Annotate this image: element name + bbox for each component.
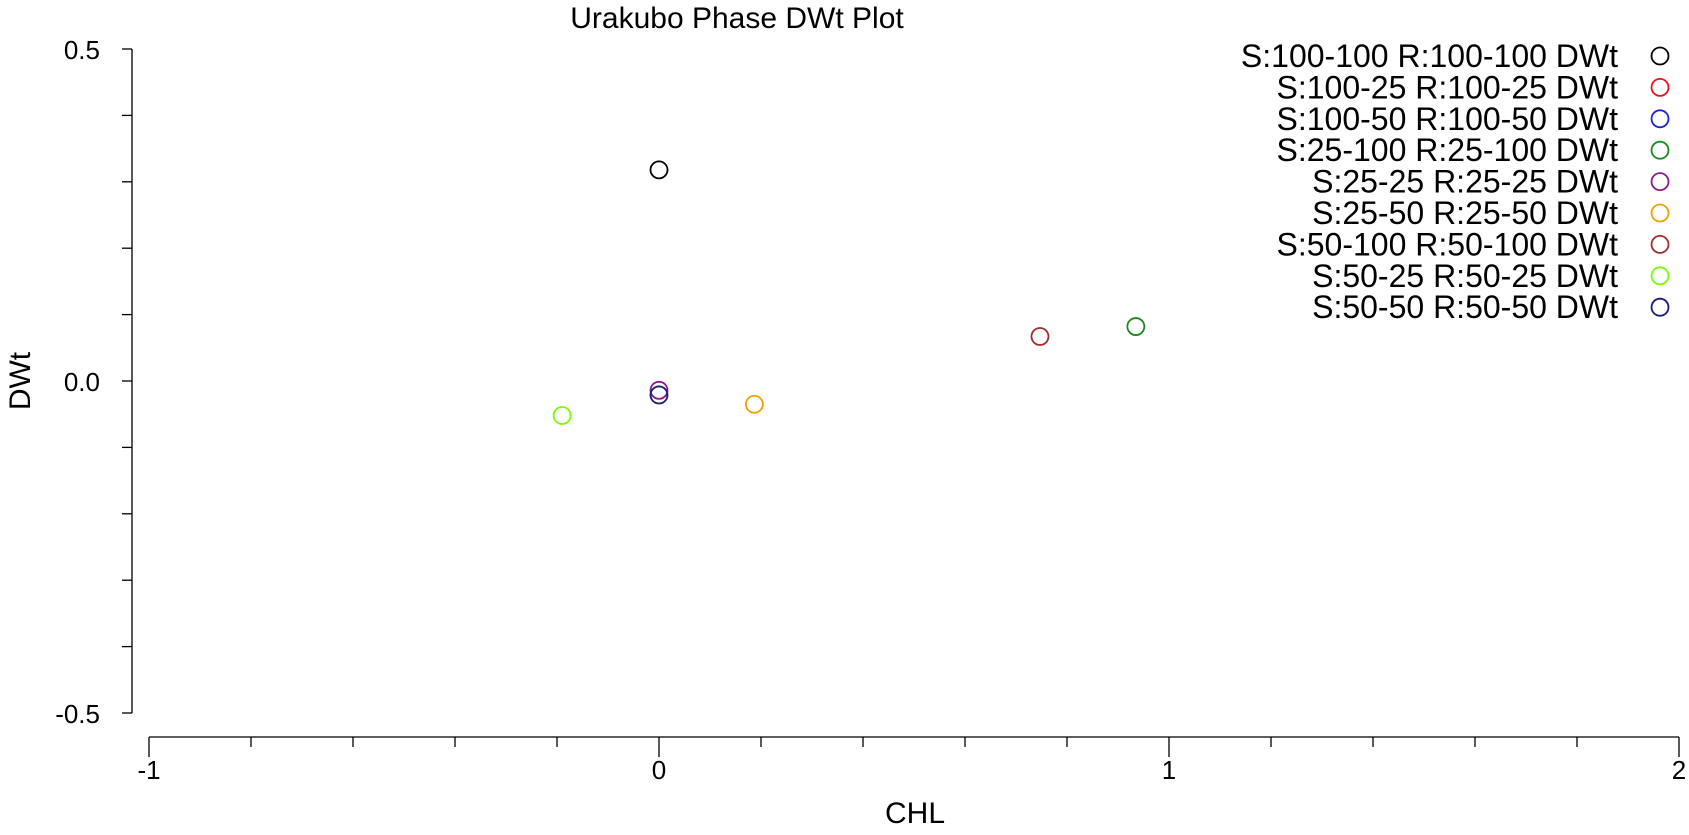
y-tick-label: 0.5 xyxy=(64,35,100,65)
legend-label: S:25-100 R:25-100 DWt xyxy=(1277,132,1619,168)
legend-item: S:25-50 R:25-50 DWt xyxy=(1312,195,1670,231)
data-point xyxy=(649,160,669,180)
legend-label: S:100-25 R:100-25 DWt xyxy=(1277,69,1619,105)
legend-marker xyxy=(1650,140,1670,160)
x-tick-label: 2 xyxy=(1672,755,1686,785)
legend-item: S:50-100 R:50-100 DWt xyxy=(1277,226,1670,262)
x-tick-label: 1 xyxy=(1162,755,1176,785)
legend-item: S:100-100 R:100-100 DWt xyxy=(1241,38,1670,74)
x-axis-label: CHL xyxy=(885,797,945,830)
x-tick-label: -1 xyxy=(137,755,160,785)
legend-marker xyxy=(1650,172,1670,192)
y-axis-label: DWt xyxy=(4,351,37,410)
legend-item: S:25-25 R:25-25 DWt xyxy=(1312,164,1670,200)
data-points xyxy=(552,160,1146,425)
legend-marker xyxy=(1650,46,1670,66)
data-point xyxy=(1030,327,1050,346)
data-point xyxy=(649,385,669,405)
data-point xyxy=(1126,317,1146,336)
legend-marker xyxy=(1650,266,1670,286)
legend-item: S:50-25 R:50-25 DWt xyxy=(1312,258,1670,294)
legend-item: S:100-25 R:100-25 DWt xyxy=(1277,69,1670,105)
legend-item: S:100-50 R:100-50 DWt xyxy=(1277,101,1670,137)
legend-label: S:25-50 R:25-50 DWt xyxy=(1312,195,1618,231)
x-tick-label: 0 xyxy=(652,755,666,785)
y-axis: 0.5 0.0 -0.5 xyxy=(55,35,133,729)
y-tick-label: -0.5 xyxy=(55,699,100,729)
legend-label: S:50-50 R:50-50 DWt xyxy=(1312,289,1618,325)
legend-item: S:25-100 R:25-100 DWt xyxy=(1277,132,1670,168)
legend-marker xyxy=(1650,297,1670,317)
legend-marker xyxy=(1650,203,1670,223)
legend-marker xyxy=(1650,234,1670,254)
legend-label: S:25-25 R:25-25 DWt xyxy=(1312,164,1618,200)
legend-item: S:50-50 R:50-50 DWt xyxy=(1312,289,1670,325)
data-point xyxy=(649,380,669,400)
data-point xyxy=(552,406,572,425)
legend-marker xyxy=(1650,109,1670,129)
legend-marker xyxy=(1650,78,1670,97)
x-axis: -1 0 1 2 xyxy=(137,736,1686,785)
legend-label: S:100-100 R:100-100 DWt xyxy=(1241,38,1618,74)
legend-label: S:50-100 R:50-100 DWt xyxy=(1277,226,1619,262)
legend-label: S:50-25 R:50-25 DWt xyxy=(1312,258,1618,294)
legend-label: S:100-50 R:100-50 DWt xyxy=(1277,101,1619,137)
chart-title: Urakubo Phase DWt Plot xyxy=(570,2,904,35)
data-point xyxy=(744,394,764,414)
y-tick-label: 0.0 xyxy=(64,367,100,397)
